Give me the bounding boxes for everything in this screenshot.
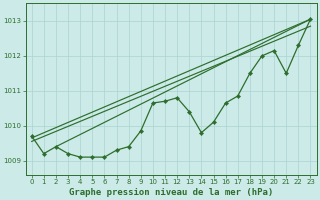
- X-axis label: Graphe pression niveau de la mer (hPa): Graphe pression niveau de la mer (hPa): [69, 188, 273, 197]
